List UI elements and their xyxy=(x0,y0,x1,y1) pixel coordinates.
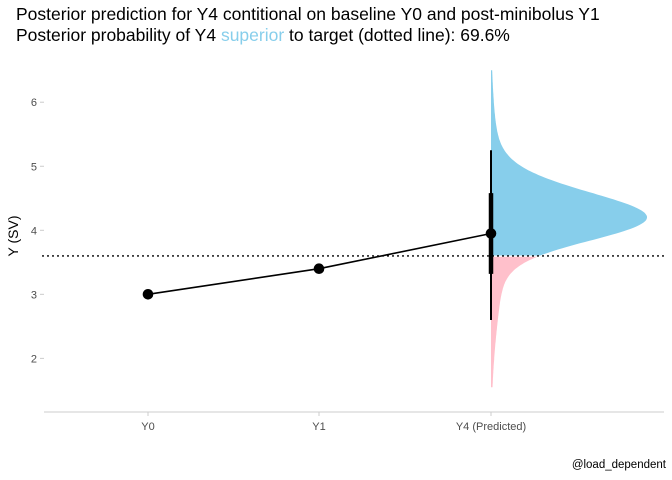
y-tick-label: 5 xyxy=(31,161,37,173)
data-point xyxy=(485,228,497,239)
data-point xyxy=(313,263,325,275)
title-line-2-post: to target (dotted line): 69.6% xyxy=(284,25,510,45)
title-line-1: Posterior prediction for Y4 contitional … xyxy=(16,4,600,24)
title-highlight-superior: superior xyxy=(220,25,285,45)
chart-title: Posterior prediction for Y4 contitional … xyxy=(16,4,600,46)
data-point xyxy=(142,289,154,300)
caption: @load_dependent xyxy=(571,459,666,471)
y-tick-label: 4 xyxy=(31,225,37,237)
posterior-density xyxy=(491,70,647,388)
y-axis-label: Y (SV) xyxy=(5,216,21,257)
y-tick-label: 6 xyxy=(31,97,37,109)
x-tick-label: Y0 xyxy=(141,421,154,433)
x-tick-label: Y4 (Predicted) xyxy=(456,421,526,433)
density-superior-region xyxy=(491,70,647,256)
x-tick-label: Y1 xyxy=(312,421,325,433)
data-marks xyxy=(42,150,664,320)
y-tick-label: 3 xyxy=(31,289,37,301)
axes: 2 3 4 5 6 Y0 Y1 Y4 (Predicted) xyxy=(31,97,664,433)
title-line-2: Posterior probability of Y4 superior to … xyxy=(16,25,600,46)
y-tick-label: 2 xyxy=(31,353,37,365)
density-inferior-region xyxy=(491,256,538,388)
title-line-2-pre: Posterior probability of Y4 xyxy=(16,25,221,45)
